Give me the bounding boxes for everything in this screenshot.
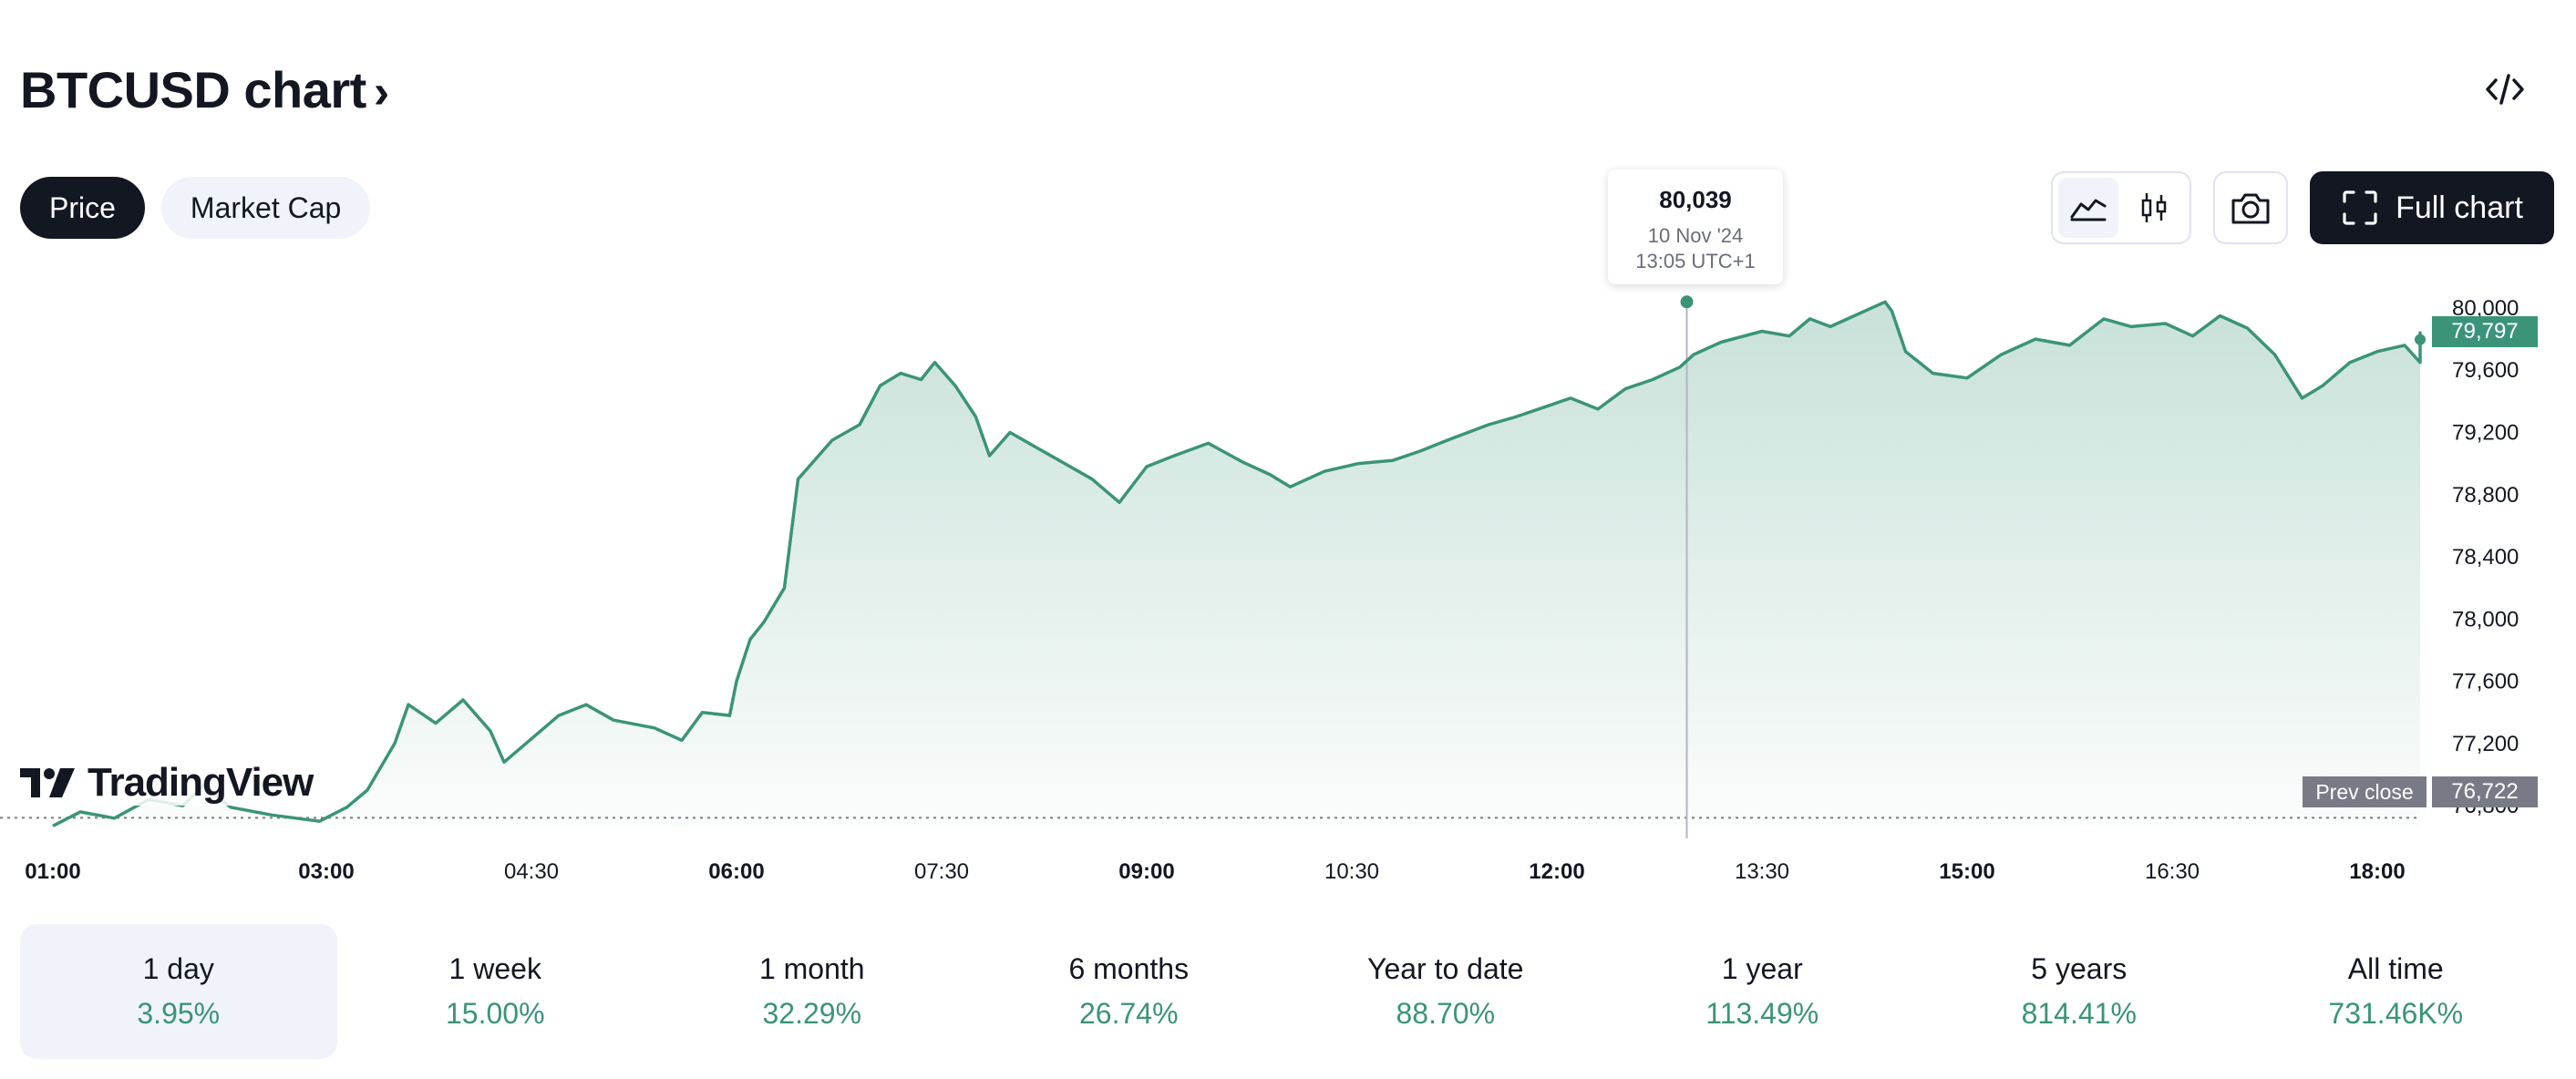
period-year-to-date[interactable]: Year to date 88.70% — [1287, 924, 1604, 1059]
chevron-right-icon: › — [373, 65, 389, 118]
price-tick-label: 78,000 — [2452, 607, 2519, 632]
time-tick-label: 09:00 — [1118, 859, 1174, 884]
snapshot-button[interactable] — [2213, 171, 2288, 244]
last-price-badge: 79,797 — [2432, 316, 2538, 347]
time-tick-label: 03:00 — [298, 859, 354, 884]
period-all-time[interactable]: All time 731.46K% — [2238, 924, 2555, 1059]
tradingview-logo-icon — [20, 768, 75, 797]
price-axis: 80,00079,60079,20078,80078,40078,00077,6… — [2452, 296, 2519, 818]
period-label: All time — [2347, 952, 2444, 985]
chart-title-link[interactable]: BTCUSD chart › — [20, 60, 389, 119]
period-label: 1 day — [142, 952, 214, 985]
area-chart-icon — [2070, 199, 2107, 221]
tooltip-date: 10 Nov '24 — [1647, 224, 1744, 247]
time-tick-label: 06:00 — [708, 859, 764, 884]
price-tick-label: 78,800 — [2452, 483, 2519, 508]
period-change: 814.41% — [2021, 997, 2137, 1030]
period-label: 6 months — [1068, 952, 1190, 985]
price-tick-label: 77,200 — [2452, 732, 2519, 756]
price-series-line — [52, 300, 2422, 827]
period-1-week[interactable]: 1 week 15.00% — [337, 924, 654, 1059]
period-change: 88.70% — [1396, 997, 1496, 1030]
period-change: 26.74% — [1078, 997, 1179, 1030]
code-embed-icon — [2486, 74, 2524, 105]
period-change: 113.49% — [1705, 997, 1819, 1030]
page-title: BTCUSD chart — [20, 61, 366, 118]
period-label: 1 week — [448, 952, 541, 985]
embed-code-button[interactable] — [2476, 64, 2534, 115]
time-tick-label: 15:00 — [1939, 859, 1994, 884]
tab-market-cap[interactable]: Market Cap — [160, 177, 371, 239]
chart-type-toggle — [2051, 171, 2191, 244]
last-price-marker — [2415, 334, 2426, 345]
period-6-months[interactable]: 6 months 26.74% — [971, 924, 1288, 1059]
time-tick-label: 12:00 — [1529, 859, 1584, 884]
time-tick-label: 16:30 — [2145, 859, 2200, 884]
period-5-years[interactable]: 5 years 814.41% — [1921, 924, 2238, 1059]
full-chart-button[interactable]: Full chart — [2310, 171, 2554, 244]
period-change: 15.00% — [445, 997, 545, 1030]
period-change: 731.46K% — [2328, 997, 2464, 1030]
tradingview-logo-text: TradingView — [88, 760, 314, 805]
period-1-day[interactable]: 1 day 3.95% — [20, 924, 337, 1059]
price-tick-label: 78,400 — [2452, 545, 2519, 570]
prev-close-badge: 76,722 — [2432, 776, 2538, 807]
price-area-fill — [53, 302, 2420, 827]
candlestick-chart-button[interactable] — [2124, 178, 2184, 238]
performance-periods: 1 day 3.95% 1 week 15.00% 1 month 32.29%… — [20, 924, 2554, 1059]
time-tick-label: 07:30 — [914, 859, 969, 884]
period-1-month[interactable]: 1 month 32.29% — [654, 924, 971, 1059]
tooltip-time: 13:05 UTC+1 — [1635, 250, 1756, 272]
price-tick-label: 77,600 — [2452, 670, 2519, 694]
time-tick-label: 13:30 — [1735, 859, 1789, 884]
period-label: 5 years — [2031, 952, 2128, 985]
prev-close-label: Prev close — [2303, 776, 2427, 807]
price-tick-label: 79,200 — [2452, 420, 2519, 445]
period-1-year[interactable]: 1 year 113.49% — [1604, 924, 1922, 1059]
period-label: 1 month — [758, 952, 865, 985]
time-tick-label: 10:30 — [1324, 859, 1379, 884]
candlestick-icon — [2141, 193, 2167, 222]
tab-price[interactable]: Price — [20, 177, 145, 239]
period-label: Year to date — [1367, 952, 1524, 985]
time-tick-label: 04:30 — [504, 859, 559, 884]
period-label: 1 year — [1721, 952, 1803, 985]
price-tick-label: 79,600 — [2452, 358, 2519, 383]
tradingview-logo[interactable]: TradingView — [20, 760, 319, 806]
time-tick-label: 01:00 — [25, 859, 80, 884]
price-chart[interactable]: 80,00079,60079,20078,80078,40078,00077,6… — [0, 155, 2576, 884]
fullscreen-icon — [2343, 190, 2377, 225]
period-change: 3.95% — [137, 997, 221, 1030]
crosshair-point-marker — [1680, 295, 1694, 309]
area-chart-button[interactable] — [2058, 178, 2118, 238]
full-chart-label: Full chart — [2396, 190, 2523, 225]
crosshair-tooltip: 80,039 10 Nov '24 13:05 UTC+1 — [1608, 170, 1783, 284]
time-axis: 01:00 03:00 04:30 06:00 07:30 09:00 10:30 12:00… — [25, 859, 2405, 884]
time-tick-label: 18:00 — [2349, 859, 2405, 884]
period-change: 32.29% — [762, 997, 862, 1030]
chart-mode-tabs: Price Market Cap — [20, 177, 371, 239]
camera-icon — [2231, 193, 2270, 224]
tooltip-price: 80,039 — [1659, 186, 1732, 213]
